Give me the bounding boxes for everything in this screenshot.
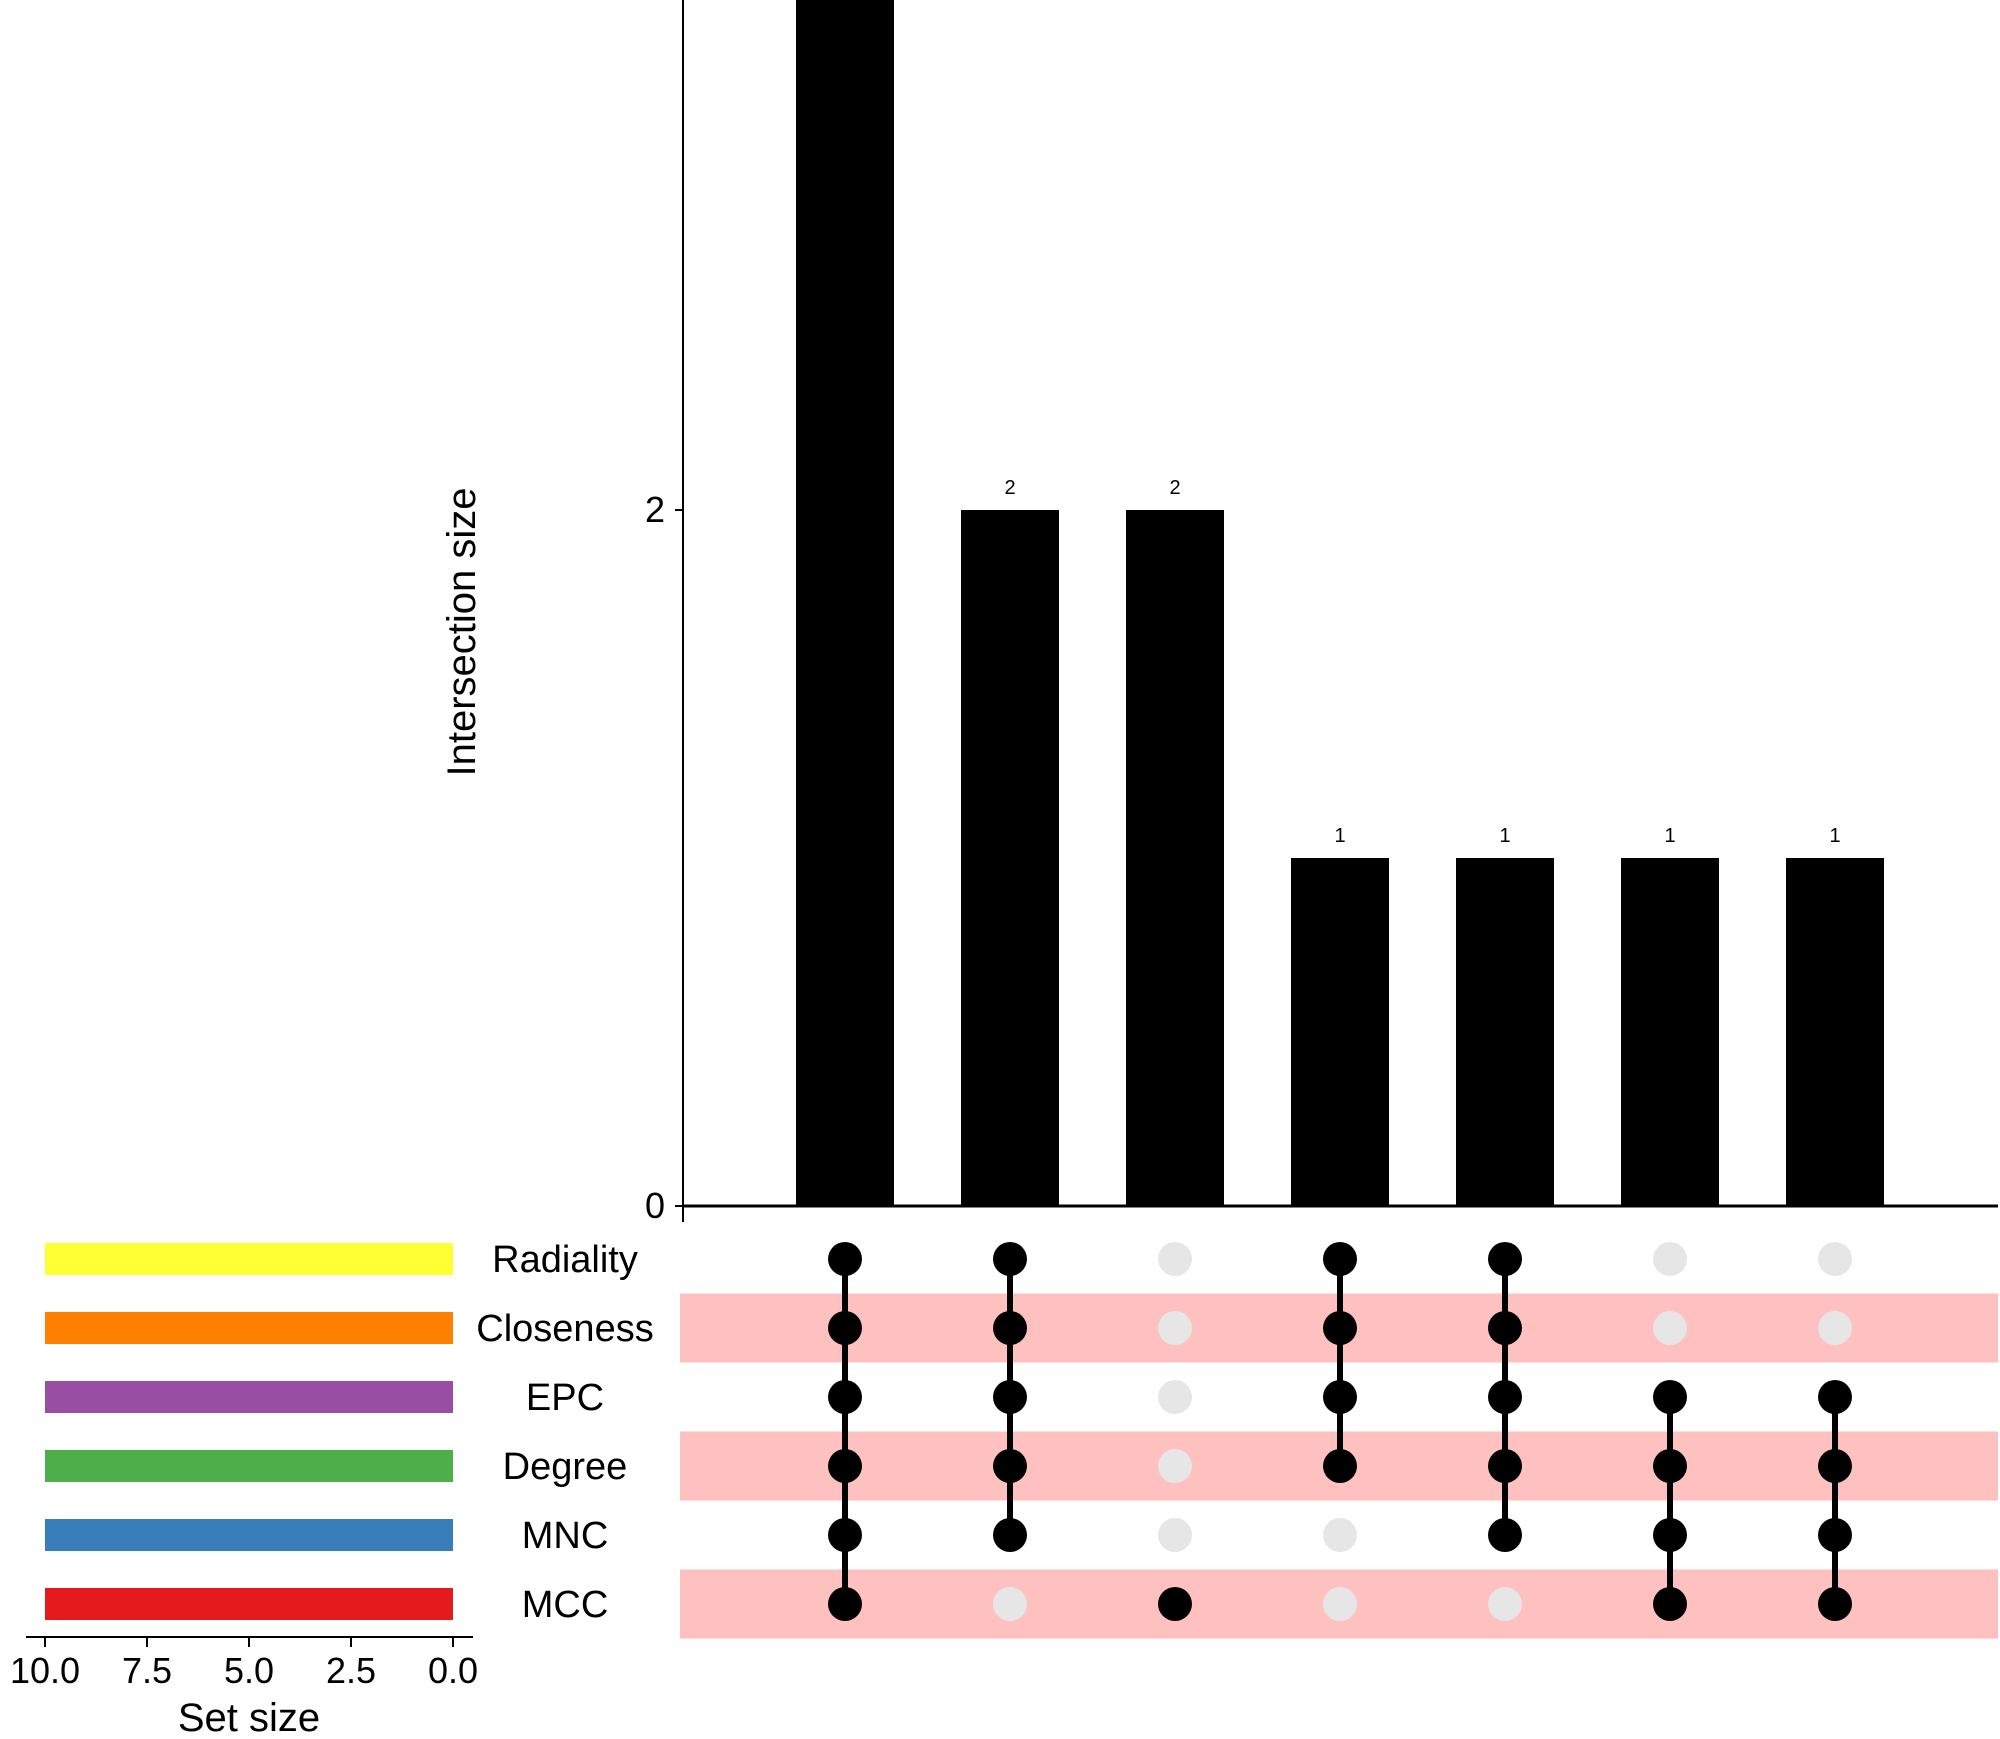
bar-value-label: 1 [1334, 825, 1345, 847]
set-size-tick-label: 5.0 [224, 1650, 274, 1691]
matrix-dot-active-4-epc [1323, 1380, 1357, 1414]
set-size-axis-title: Set size [178, 1696, 320, 1739]
matrix-dot-active-1-epc [828, 1380, 862, 1414]
matrix-dot-active-2-closeness [993, 1311, 1027, 1345]
set-label-radiality: Radiality [492, 1239, 638, 1281]
set-size-bar-mnc [45, 1519, 453, 1551]
matrix-dot-active-2-degree [993, 1449, 1027, 1483]
y-tick-label: 0 [645, 1185, 665, 1226]
matrix-dot-active-7-mcc [1818, 1587, 1852, 1621]
matrix-dot-inactive-6-closeness [1653, 1311, 1687, 1345]
matrix-dot-inactive-3-epc [1158, 1380, 1192, 1414]
matrix-dot-active-1-mcc [828, 1587, 862, 1621]
matrix-dot-inactive-3-radiality [1158, 1242, 1192, 1276]
matrix-dot-inactive-4-mnc [1323, 1518, 1357, 1552]
matrix-dot-active-1-degree [828, 1449, 862, 1483]
set-size-tick-label: 0.0 [428, 1650, 478, 1691]
matrix-dot-inactive-7-radiality [1818, 1242, 1852, 1276]
set-label-degree: Degree [503, 1446, 628, 1488]
matrix-dot-active-3-mcc [1158, 1587, 1192, 1621]
bar-value-label: 2 [1169, 477, 1180, 499]
matrix-dot-active-5-mnc [1488, 1518, 1522, 1552]
bar-3 [1126, 510, 1224, 1206]
matrix-dot-active-7-mnc [1818, 1518, 1852, 1552]
bar-4 [1291, 858, 1389, 1206]
matrix-dot-active-1-radiality [828, 1242, 862, 1276]
set-label-epc: EPC [526, 1377, 604, 1419]
bar-value-label: 2 [1004, 477, 1015, 499]
set-size-bar-radiality [45, 1243, 453, 1275]
set-size-tick-label: 2.5 [326, 1650, 376, 1691]
set-size-bar-mcc [45, 1588, 453, 1620]
matrix-dot-active-6-mnc [1653, 1518, 1687, 1552]
matrix-dot-inactive-6-radiality [1653, 1242, 1687, 1276]
matrix-dot-active-6-degree [1653, 1449, 1687, 1483]
y-axis-title: Intersection size [440, 487, 484, 776]
bar-1 [796, 0, 894, 1206]
bar-value-label: 1 [1829, 825, 1840, 847]
set-size-tick-label: 7.5 [122, 1650, 172, 1691]
bar-7 [1786, 858, 1884, 1206]
set-label-mnc: MNC [522, 1515, 609, 1557]
set-label-mcc: MCC [522, 1584, 609, 1626]
y-tick-label: 2 [645, 489, 665, 530]
matrix-dot-inactive-4-mcc [1323, 1587, 1357, 1621]
matrix-dot-active-1-closeness [828, 1311, 862, 1345]
matrix-dot-active-5-closeness [1488, 1311, 1522, 1345]
matrix-dot-active-2-epc [993, 1380, 1027, 1414]
matrix-dot-active-2-mnc [993, 1518, 1027, 1552]
matrix-dot-active-6-mcc [1653, 1587, 1687, 1621]
matrix-dot-active-5-radiality [1488, 1242, 1522, 1276]
matrix-dot-active-7-epc [1818, 1380, 1852, 1414]
matrix-dot-active-4-degree [1323, 1449, 1357, 1483]
set-size-tick-label: 10.0 [10, 1650, 80, 1691]
matrix-dot-inactive-7-closeness [1818, 1311, 1852, 1345]
set-label-closeness: Closeness [476, 1308, 653, 1350]
matrix-dot-active-7-degree [1818, 1449, 1852, 1483]
matrix-dot-inactive-3-closeness [1158, 1311, 1192, 1345]
bar-6 [1621, 858, 1719, 1206]
bar-value-label: 1 [1499, 825, 1510, 847]
bar-value-label: 1 [1664, 825, 1675, 847]
matrix-dot-active-4-closeness [1323, 1311, 1357, 1345]
matrix-dot-inactive-3-degree [1158, 1449, 1192, 1483]
matrix-dot-active-6-epc [1653, 1380, 1687, 1414]
matrix-dot-inactive-3-mnc [1158, 1518, 1192, 1552]
matrix-dot-active-5-degree [1488, 1449, 1522, 1483]
set-size-bar-degree [45, 1450, 453, 1482]
matrix-dot-active-5-epc [1488, 1380, 1522, 1414]
bar-5 [1456, 858, 1554, 1206]
matrix-dot-active-4-radiality [1323, 1242, 1357, 1276]
matrix-dot-active-1-mnc [828, 1518, 862, 1552]
bar-2 [961, 510, 1059, 1206]
set-size-bar-closeness [45, 1312, 453, 1344]
matrix-dot-active-2-radiality [993, 1242, 1027, 1276]
matrix-dot-inactive-5-mcc [1488, 1587, 1522, 1621]
matrix-dot-inactive-2-mcc [993, 1587, 1027, 1621]
set-size-bar-epc [45, 1381, 453, 1413]
